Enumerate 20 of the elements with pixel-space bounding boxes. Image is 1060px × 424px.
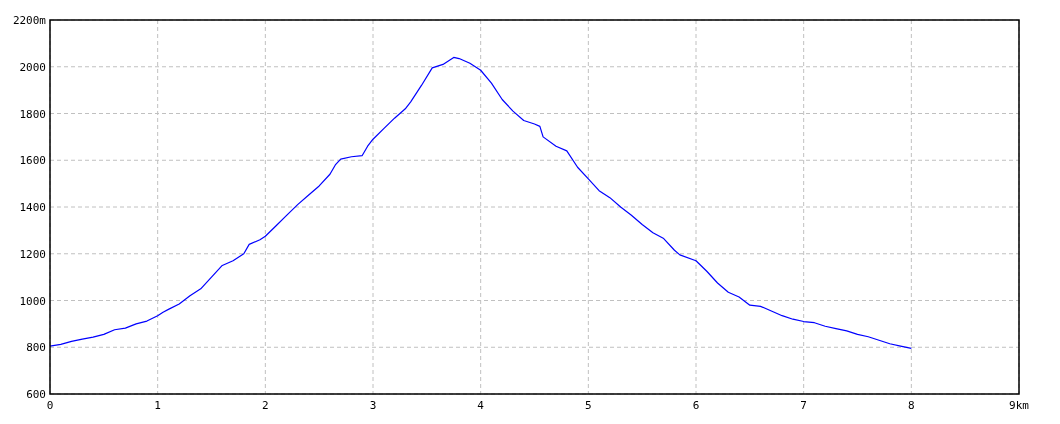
x-tick-label: 9km xyxy=(1009,399,1030,412)
x-tick-label: 8 xyxy=(908,399,915,412)
x-tick-label: 4 xyxy=(477,399,485,412)
x-tick-label: 3 xyxy=(369,399,377,412)
y-tick-label: 600 xyxy=(26,388,46,401)
x-tick-label: 6 xyxy=(692,399,700,412)
x-tick-label: 0 xyxy=(46,399,54,412)
x-tick-label: 7 xyxy=(800,399,807,412)
y-tick-label: 2200m xyxy=(12,14,47,27)
y-tick-label: 1800 xyxy=(19,107,46,121)
y-tick-label: 2000 xyxy=(19,60,46,74)
y-tick-label: 1400 xyxy=(19,201,46,214)
y-tick-label: 1000 xyxy=(19,294,46,308)
y-tick-label: 1600 xyxy=(19,154,46,168)
x-tick-label: 2 xyxy=(262,399,269,412)
y-tick-label: 800 xyxy=(26,341,46,355)
x-tick-label: 1 xyxy=(154,399,161,412)
y-tick-label: 1200 xyxy=(19,247,46,261)
line-series xyxy=(49,56,912,350)
x-tick-label: 5 xyxy=(585,399,592,412)
